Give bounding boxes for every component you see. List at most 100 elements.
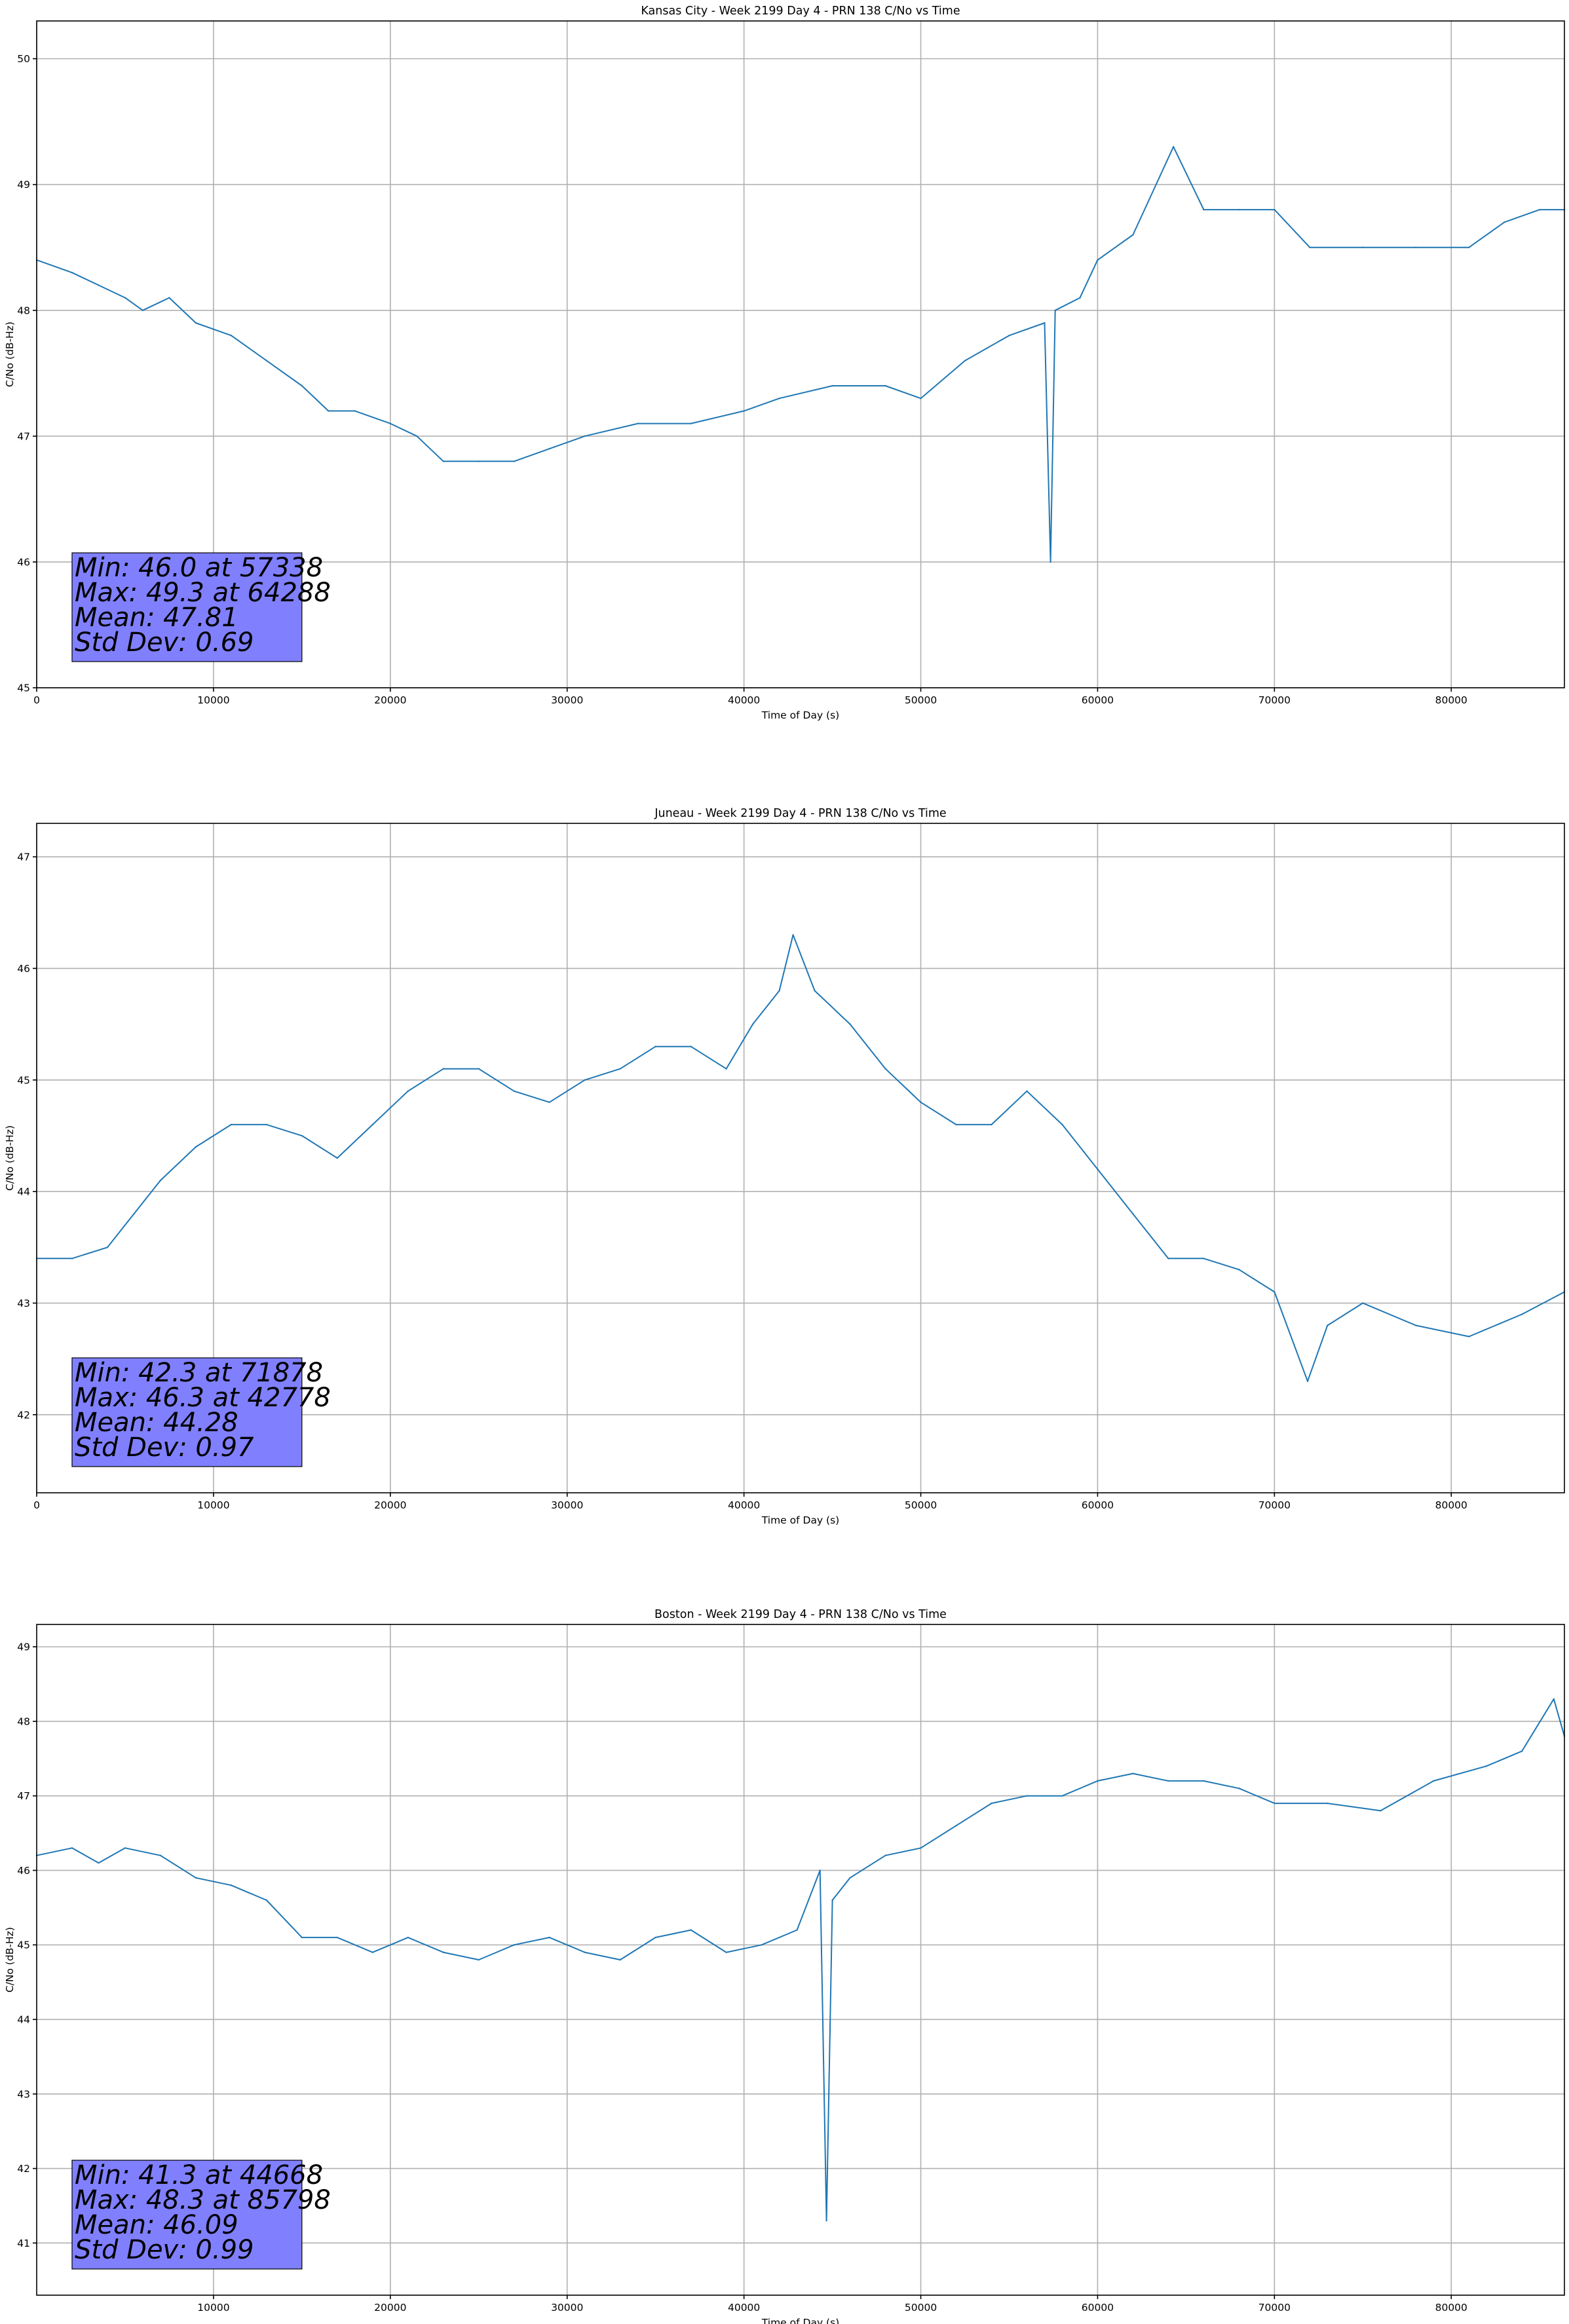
data-point — [336, 1936, 338, 1939]
data-point — [654, 1936, 656, 1939]
y-tick-label: 47 — [17, 1790, 30, 1802]
data-point — [133, 1213, 135, 1215]
data-point — [825, 2220, 827, 2222]
data-point — [920, 1101, 922, 1104]
data-point — [1327, 1802, 1329, 1805]
data-point — [1061, 1795, 1063, 1797]
x-tick-label: 80000 — [1435, 2302, 1467, 2314]
data-point — [1203, 208, 1205, 211]
data-point — [513, 1090, 515, 1093]
x-tick-label: 30000 — [551, 2302, 583, 2314]
data-point — [792, 934, 794, 936]
data-point — [1362, 1302, 1364, 1304]
y-axis-label: C/No (dB-Hz) — [4, 1125, 16, 1191]
y-tick-label: 48 — [17, 305, 30, 316]
y-tick-label: 49 — [17, 179, 30, 191]
data-point — [1061, 1123, 1063, 1126]
stats-mean-text: Mean: 47.81 — [75, 603, 238, 633]
data-point — [1486, 1765, 1488, 1767]
data-point — [230, 335, 233, 337]
x-tick-label: 40000 — [728, 2302, 760, 2314]
data-point — [690, 422, 692, 424]
data-point — [159, 1179, 162, 1182]
x-tick-label: 70000 — [1258, 1499, 1291, 1511]
stats-mean-text: Mean: 46.09 — [75, 2210, 238, 2240]
stats-box — [71, 2160, 303, 2270]
data-point — [725, 1951, 727, 1953]
data-point — [1238, 1269, 1240, 1271]
stats-std-text: Std Dev: 0.97 — [75, 1433, 254, 1463]
chart-title: Boston - Week 2199 Day 4 - PRN 138 C/No … — [654, 1608, 947, 1621]
data-point — [778, 990, 780, 992]
stats-mean-text: Mean: 44.28 — [75, 1408, 238, 1438]
data-point — [1468, 246, 1470, 248]
plot-area-frame — [36, 20, 1565, 688]
data-point — [819, 1869, 821, 1871]
x-tick-label: 20000 — [374, 2302, 406, 2314]
data-point — [168, 297, 170, 299]
chart-title: Kansas City - Week 2199 Day 4 - PRN 138 … — [641, 5, 960, 18]
data-point — [1203, 1258, 1205, 1260]
x-tick-label: 80000 — [1435, 1499, 1467, 1511]
data-point — [1553, 1698, 1555, 1700]
x-tick-label: 10000 — [197, 2302, 229, 2314]
data-point — [637, 422, 639, 424]
data-point — [371, 1951, 373, 1953]
stats-min-text: Min: 42.3 at 71878 — [75, 1358, 323, 1388]
data-point — [743, 410, 745, 412]
data-point — [371, 1123, 373, 1126]
data-point — [1167, 1780, 1169, 1782]
data-point — [1097, 1168, 1099, 1171]
data-point — [955, 1123, 957, 1126]
y-tick-label: 41 — [17, 2238, 30, 2249]
data-point — [1097, 1780, 1099, 1782]
data-point — [1167, 1258, 1169, 1260]
x-tick-label: 60000 — [1082, 694, 1114, 706]
data-point — [195, 322, 197, 324]
data-point — [1238, 1788, 1240, 1790]
data-point — [1521, 1750, 1523, 1752]
data-point — [831, 1899, 833, 1902]
data-point — [328, 410, 330, 412]
data-point — [513, 1944, 515, 1946]
plot-area-frame — [36, 1624, 1565, 2296]
stats-max-text: Max: 49.3 at 64288 — [75, 578, 331, 608]
data-point — [1539, 208, 1541, 211]
y-tick-label: 45 — [17, 683, 30, 694]
data-point — [1044, 322, 1046, 324]
data-point — [1503, 221, 1505, 223]
data-point — [142, 309, 144, 311]
data-point — [1026, 1090, 1028, 1093]
data-point — [1380, 1810, 1382, 1812]
y-tick-label: 50 — [17, 53, 30, 65]
data-point — [778, 398, 780, 400]
y-tick-label: 46 — [17, 963, 30, 975]
data-point — [354, 410, 356, 412]
data-point — [654, 1045, 656, 1047]
data-point — [442, 1951, 444, 1953]
x-axis-label: Time of Day (s) — [761, 709, 839, 721]
y-tick-label: 45 — [17, 1074, 30, 1086]
stats-box — [71, 1357, 303, 1467]
data-point — [849, 1023, 851, 1025]
data-point — [920, 1847, 922, 1849]
data-point — [478, 460, 480, 462]
data-point — [920, 398, 922, 400]
data-point — [416, 435, 418, 437]
data-point — [884, 1854, 886, 1856]
stats-min-text: Min: 46.0 at 57338 — [75, 553, 323, 583]
chart-title: Juneau - Week 2199 Day 4 - PRN 138 C/No … — [654, 807, 946, 820]
data-point — [1306, 1380, 1309, 1382]
y-tick-label: 49 — [17, 1641, 30, 1653]
data-point — [159, 1854, 162, 1856]
data-point — [1173, 145, 1175, 148]
data-point — [301, 384, 303, 387]
stats-box — [71, 552, 303, 662]
data-point — [1327, 1324, 1329, 1326]
x-tick-label: 10000 — [197, 1499, 229, 1511]
data-point — [548, 447, 550, 450]
data-point — [98, 284, 100, 286]
y-tick-label: 46 — [17, 556, 30, 568]
y-tick-label: 45 — [17, 1940, 30, 1951]
